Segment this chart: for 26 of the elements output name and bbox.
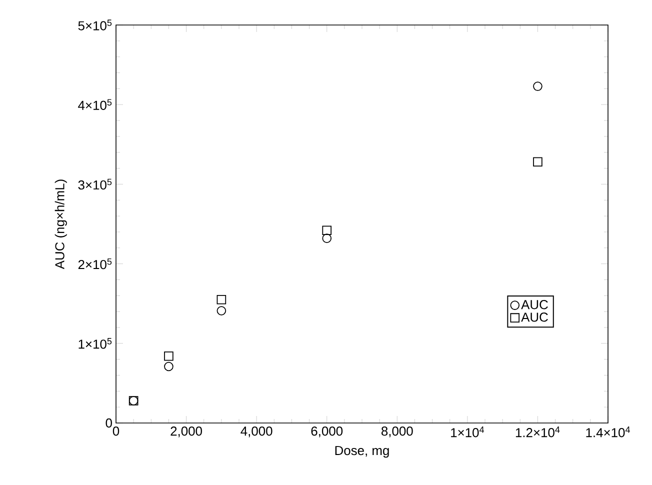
point [164, 362, 174, 372]
y-tick-label: 4×10$^{5}$ [78, 99, 112, 110]
y-tick-label: 5×10$^{5}$ [78, 20, 112, 30]
legend-label: AUC [521, 312, 548, 322]
x-tick-label: 1×10$^{4}$ [451, 426, 484, 438]
y-tick-label: 3×10$^{5}$ [78, 178, 112, 190]
x-tick-label: 2,000 [170, 426, 202, 438]
point [216, 306, 226, 316]
x-tick-label: 6,000 [311, 426, 343, 438]
x-axis-title: Dose, mg [335, 446, 389, 458]
point [322, 234, 332, 243]
x-tick-label: 4,000 [240, 426, 272, 438]
legend-label: AUC [521, 300, 548, 310]
y-axis-title: AUC (ng×h/mL) [54, 180, 67, 270]
x-tick-label: 8,000 [382, 426, 413, 438]
y-tick-label: 0 [106, 418, 112, 428]
point [216, 294, 226, 304]
point [533, 157, 542, 167]
y-tick-label: 2×10$^{5}$ [78, 258, 112, 270]
point [164, 351, 174, 361]
x-tick-label: 1.2×10$^{4}$ [516, 426, 560, 438]
x-tick-label: 1.4×10$^{4}$ [586, 426, 630, 438]
point [322, 226, 332, 236]
y-tick-label: 1×10$^{5}$ [78, 338, 112, 349]
point [533, 82, 542, 91]
x-tick-label: 0 [112, 426, 120, 436]
